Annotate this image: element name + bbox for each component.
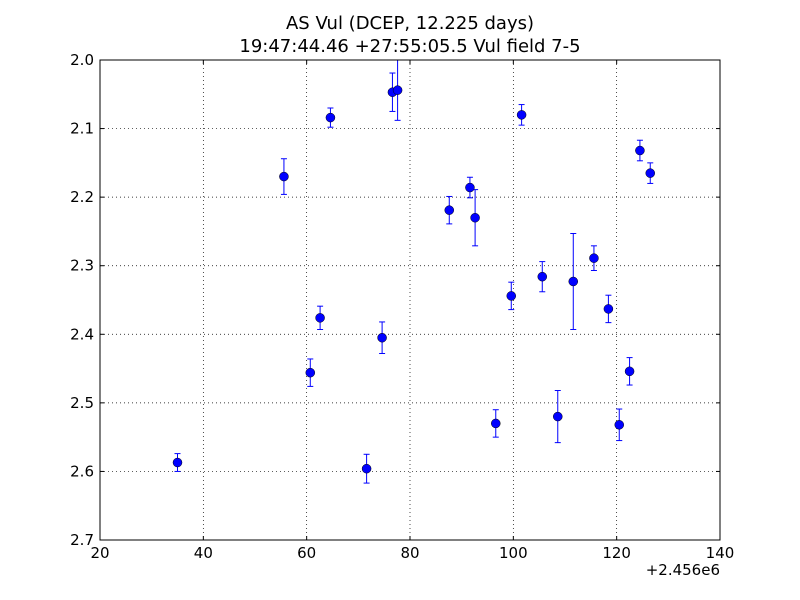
data-point (553, 411, 563, 422)
y-tick-label: 2.0 (70, 51, 94, 69)
data-point (392, 85, 403, 95)
x-tick-label: 20 (90, 544, 109, 562)
data-point (361, 463, 372, 474)
data-point (172, 457, 183, 468)
data-point (603, 304, 614, 314)
data-point (589, 253, 599, 263)
y-axis: 2.0 2.1 2.2 2.3 2.4 2.5 2.6 2.7 (70, 51, 720, 549)
data-point (491, 418, 501, 429)
data-point (516, 110, 527, 120)
y-tick-label: 2.7 (70, 531, 94, 549)
data-point (305, 367, 316, 378)
data-point (315, 313, 325, 323)
x-axis: 20 40 60 80 100 120 140 (90, 60, 734, 562)
x-tick-label: 100 (499, 544, 528, 562)
x-tick-label: 120 (602, 544, 631, 562)
data-point (470, 212, 480, 223)
data-point (444, 205, 455, 215)
y-tick-label: 2.2 (70, 188, 94, 206)
data-points (172, 85, 655, 474)
data-point (635, 145, 645, 156)
x-tick-label: 40 (194, 544, 213, 562)
y-tick-label: 2.3 (70, 257, 94, 275)
data-point (506, 291, 517, 301)
data-point (614, 420, 624, 430)
x-tick-label: 80 (400, 544, 419, 562)
y-tick-label: 2.5 (70, 394, 94, 412)
chart-subtitle: 19:47:44.46 +27:55:05.5 Vul field 7-5 (239, 36, 580, 57)
data-point (325, 112, 336, 123)
data-point (537, 271, 548, 282)
grid-lines (100, 60, 720, 540)
y-tick-label: 2.4 (70, 325, 94, 343)
chart-title: AS Vul (DCEP, 12.225 days) (286, 13, 534, 34)
data-point (377, 332, 387, 343)
data-point (279, 171, 289, 182)
y-tick-label: 2.6 (70, 462, 94, 480)
x-tick-label: 60 (297, 544, 316, 562)
data-point (624, 366, 635, 377)
data-point (568, 276, 579, 287)
data-point (645, 168, 655, 178)
x-tick-label: 140 (706, 544, 735, 562)
x-axis-offset-label: +2.456e6 (646, 561, 720, 579)
data-point (465, 182, 475, 193)
y-tick-label: 2.1 (70, 120, 94, 138)
